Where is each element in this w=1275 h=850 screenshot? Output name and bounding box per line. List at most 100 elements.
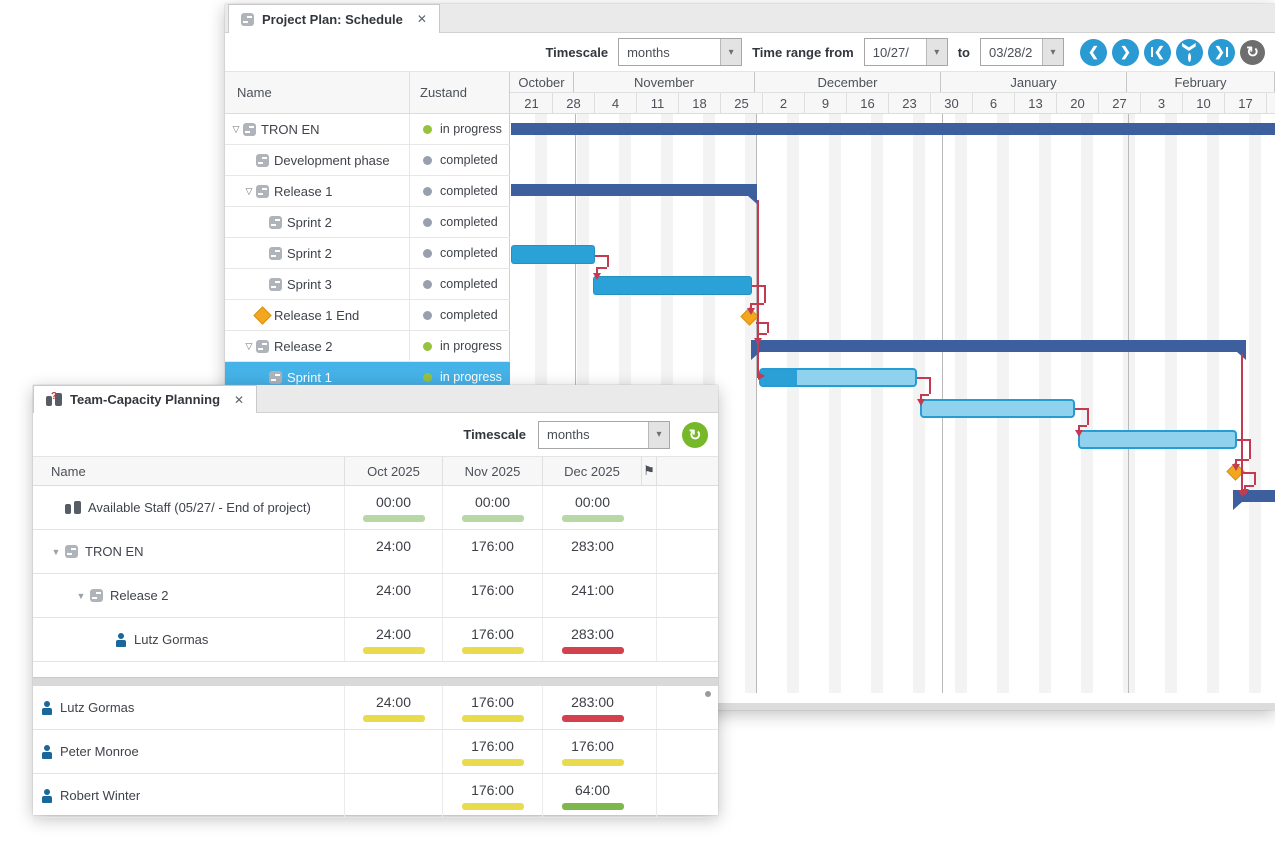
dropdown-arrow-icon[interactable]: ▾ xyxy=(720,39,742,65)
capacity-value-cell: 176:00 xyxy=(543,730,642,773)
capacity-value: 24:00 xyxy=(375,581,412,598)
table-row[interactable]: Sprint 2 completed xyxy=(225,238,510,269)
timescale-select[interactable]: months ▾ xyxy=(618,38,743,66)
table-row[interactable]: ▽ Release 1 completed xyxy=(225,176,510,207)
status-cell: in progress xyxy=(410,114,510,144)
column-header-status[interactable]: Zustand xyxy=(410,72,510,113)
week-header-cell: 20 xyxy=(1057,93,1099,113)
month-header-cell: December xyxy=(755,72,941,92)
button-glyph: ❮ xyxy=(1088,44,1099,59)
flag-column-spacer xyxy=(642,530,657,573)
dropdown-arrow-icon[interactable]: ▾ xyxy=(648,421,669,448)
resource-name-cell: Robert Winter xyxy=(33,774,345,817)
dependency-link xyxy=(1249,439,1251,459)
table-row[interactable]: Sprint 2 completed xyxy=(225,207,510,238)
gantt-bar[interactable] xyxy=(511,184,757,204)
gantt-bar[interactable] xyxy=(1078,430,1237,449)
nav-button-group: ❮ ❯ ❮ ❯ ❯ ↻ xyxy=(1080,38,1265,66)
capacity-row[interactable]: Lutz Gormas 24:00 176:00 283:00 xyxy=(33,618,718,662)
close-icon[interactable]: ✕ xyxy=(234,392,245,407)
task-name: Development phase xyxy=(274,152,390,168)
dependency-link xyxy=(757,333,767,335)
gantt-bar[interactable] xyxy=(511,123,1275,135)
prev-button[interactable]: ❮ xyxy=(1080,38,1107,66)
person-icon xyxy=(41,700,53,715)
capacity-row[interactable]: Robert Winter 176:00 64:00 xyxy=(33,774,718,818)
dependency-link xyxy=(1254,472,1256,485)
last-button[interactable]: ❯ xyxy=(1208,38,1235,66)
milestone-icon xyxy=(253,305,272,325)
capacity-value-cell: 00:00 xyxy=(443,486,543,529)
range-to-select[interactable]: 03/28/2 ▾ xyxy=(980,38,1064,66)
capacity-bar xyxy=(561,758,624,766)
gantt-bar[interactable] xyxy=(920,399,1075,418)
next-button[interactable]: ❯ xyxy=(1112,38,1139,66)
capacity-value-cell: 00:00 xyxy=(345,486,443,529)
dependency-link xyxy=(920,394,922,399)
close-icon[interactable]: ✕ xyxy=(416,12,427,26)
dependency-link xyxy=(929,377,931,394)
tab-project-plan-schedule[interactable]: Project Plan: Schedule ✕ xyxy=(228,4,440,33)
capacity-row[interactable]: Available Staff (05/27/ - End of project… xyxy=(33,486,718,530)
table-row[interactable]: Development phase completed xyxy=(225,145,510,176)
gantt-bar[interactable] xyxy=(593,276,752,295)
person-icon xyxy=(41,744,53,759)
column-header-oct[interactable]: Oct 2025 xyxy=(345,457,443,485)
flag-icon[interactable]: ⚑ xyxy=(642,457,657,485)
gantt-bar[interactable] xyxy=(759,368,917,387)
project-icon xyxy=(269,215,282,229)
month-header-cell: January xyxy=(941,72,1127,92)
capacity-bar xyxy=(362,514,425,522)
status-dot xyxy=(423,248,432,258)
gantt-bar[interactable] xyxy=(751,340,1246,360)
task-name-cell: ▽ Release 1 xyxy=(225,176,410,206)
summary-cap-left xyxy=(751,352,760,360)
resource-name-cell: ▼ Release 2 xyxy=(33,574,345,617)
table-row[interactable]: ▽ TRON EN in progress xyxy=(225,114,510,145)
column-header-dec[interactable]: Dec 2025 xyxy=(543,457,642,485)
tab-team-capacity-planning[interactable]: ? Team-Capacity Planning ✕ xyxy=(33,385,258,413)
first-button[interactable]: ❮ xyxy=(1144,38,1171,66)
capacity-row[interactable]: ▼ TRON EN 24:00 176:00 283:00 xyxy=(33,530,718,574)
capacity-value: 00:00 xyxy=(474,493,511,510)
month-header-cell: November xyxy=(574,72,755,92)
dependency-link xyxy=(596,267,598,273)
capacity-row[interactable]: ▼ Release 2 24:00 176:00 241:00 xyxy=(33,574,718,618)
timescale-select[interactable]: months ▾ xyxy=(538,420,670,449)
column-header-name[interactable]: Name xyxy=(225,72,410,113)
capacity-row[interactable]: Lutz Gormas 24:00 176:00 283:00 xyxy=(33,686,718,730)
dropdown-arrow-icon[interactable]: ▾ xyxy=(1042,39,1063,65)
refresh-button[interactable]: ↻ xyxy=(682,421,708,448)
expander-icon[interactable]: ▽ xyxy=(245,340,253,351)
refresh-button[interactable]: ↻ xyxy=(1240,39,1265,65)
column-header-nov[interactable]: Nov 2025 xyxy=(443,457,543,485)
table-row[interactable]: Sprint 3 completed xyxy=(225,269,510,300)
horizontal-scrollbar[interactable] xyxy=(225,703,1275,710)
range-from-select[interactable]: 10/27/ ▾ xyxy=(863,38,948,66)
table-row[interactable]: ▽ Release 2 in progress xyxy=(225,331,510,362)
capacity-value-cell: 24:00 xyxy=(345,686,443,729)
expander-icon[interactable]: ▼ xyxy=(51,546,61,557)
dropdown-arrow-icon[interactable]: ▾ xyxy=(925,39,947,65)
jump-to-selected-button[interactable]: ❯ xyxy=(1176,38,1203,66)
dependency-link xyxy=(1078,425,1087,427)
capacity-value-cell: 283:00 xyxy=(543,686,642,729)
gantt-tab-bar: Project Plan: Schedule ✕ xyxy=(225,4,1275,33)
status-text: in progress xyxy=(440,370,502,384)
team-icon xyxy=(65,500,81,515)
capacity-value: 176:00 xyxy=(571,737,614,754)
table-row[interactable]: Release 1 End completed xyxy=(225,300,510,331)
row-filler xyxy=(657,530,718,573)
summary-cap-left xyxy=(1233,502,1242,510)
expander-icon[interactable]: ▽ xyxy=(245,185,253,196)
expander-icon[interactable]: ▼ xyxy=(76,590,86,601)
flag-column-spacer xyxy=(642,686,657,729)
capacity-row[interactable]: Peter Monroe 176:00 176:00 xyxy=(33,730,718,774)
task-name: Release 1 End xyxy=(274,307,360,323)
week-header-cell: 27 xyxy=(1099,93,1141,113)
gantt-bar[interactable] xyxy=(511,245,595,264)
column-header-name[interactable]: Name xyxy=(33,457,345,485)
expander-icon[interactable]: ▽ xyxy=(232,123,240,134)
vertical-scrollbar[interactable] xyxy=(705,691,711,697)
